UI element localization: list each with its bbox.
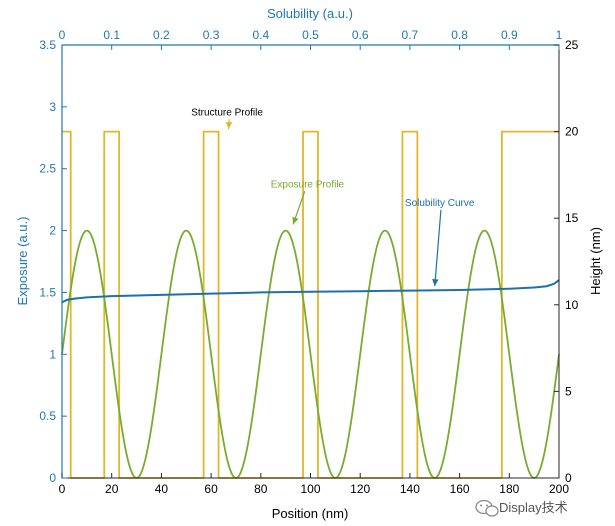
x2-tick-label: 0.6	[352, 28, 369, 42]
x-tick-label: 20	[105, 482, 119, 496]
annotation-exposure-arrowhead	[292, 216, 299, 225]
x2-tick-label: 0.7	[402, 28, 419, 42]
x-tick-label: 60	[204, 482, 218, 496]
y2-tick-label: 25	[565, 38, 579, 52]
x2-tick-label: 1	[556, 28, 563, 42]
annotation-solubility-arrowhead	[432, 279, 439, 287]
x-tick-label: 80	[254, 482, 268, 496]
y2-axis-label: Height (nm)	[588, 227, 603, 295]
y-tick-label: 2.5	[39, 162, 56, 176]
y-tick-label: 1.5	[39, 285, 56, 299]
x2-tick-label: 0.5	[302, 28, 319, 42]
x-axis-label: Position (nm)	[272, 506, 349, 521]
x2-tick-label: 0.4	[252, 28, 269, 42]
y2-tick-label: 20	[565, 125, 579, 139]
annotation-structure-arrowhead	[225, 121, 233, 130]
annotation-solubility-label: Solubility Curve	[405, 198, 475, 209]
x2-axis-label: Solubility (a.u.)	[267, 6, 353, 21]
y-tick-label: 3	[49, 100, 56, 114]
watermark-text: Display技术	[499, 500, 568, 515]
x2-tick-label: 0.9	[501, 28, 518, 42]
y-axis-label: Exposure (a.u.)	[15, 217, 30, 306]
x2-tick-label: 0.2	[153, 28, 170, 42]
x-tick-label: 200	[549, 482, 569, 496]
series-exposure-line	[61, 229, 560, 479]
y2-tick-label: 10	[565, 298, 579, 312]
x-tick-label: 180	[499, 482, 519, 496]
y2-tick-label: 5	[565, 384, 572, 398]
y2-tick-label: 0	[565, 471, 572, 485]
annotations-layer: Structure Profile Exposure Profile Solubil…	[191, 108, 475, 287]
x2-tick-label: 0	[59, 28, 66, 42]
watermark: Display技术	[475, 499, 568, 517]
x-tick-label: 160	[450, 482, 470, 496]
annotation-solubility-arrow	[434, 209, 442, 287]
x-tick-label: 120	[350, 482, 370, 496]
x2-tick-label: 0.1	[103, 28, 120, 42]
y-tick-label: 2	[49, 224, 56, 238]
y-tick-label: 0	[49, 471, 56, 485]
x-tick-label: 40	[155, 482, 169, 496]
x-tick-label: 140	[400, 482, 420, 496]
annotation-exposure-label: Exposure Profile	[271, 179, 345, 190]
y-tick-label: 0.5	[39, 409, 56, 423]
x-tick-label: 100	[300, 482, 320, 496]
wechat-logo-icon	[475, 499, 499, 517]
x2-tick-label: 0.8	[451, 28, 468, 42]
x2-tick-label: 0.3	[203, 28, 220, 42]
annotation-structure-label: Structure Profile	[191, 108, 263, 119]
y-tick-label: 3.5	[39, 38, 56, 52]
x-tick-label: 0	[59, 482, 66, 496]
y-tick-label: 1	[49, 347, 56, 361]
series-solubility-line	[61, 279, 560, 304]
y2-tick-label: 15	[565, 211, 579, 225]
